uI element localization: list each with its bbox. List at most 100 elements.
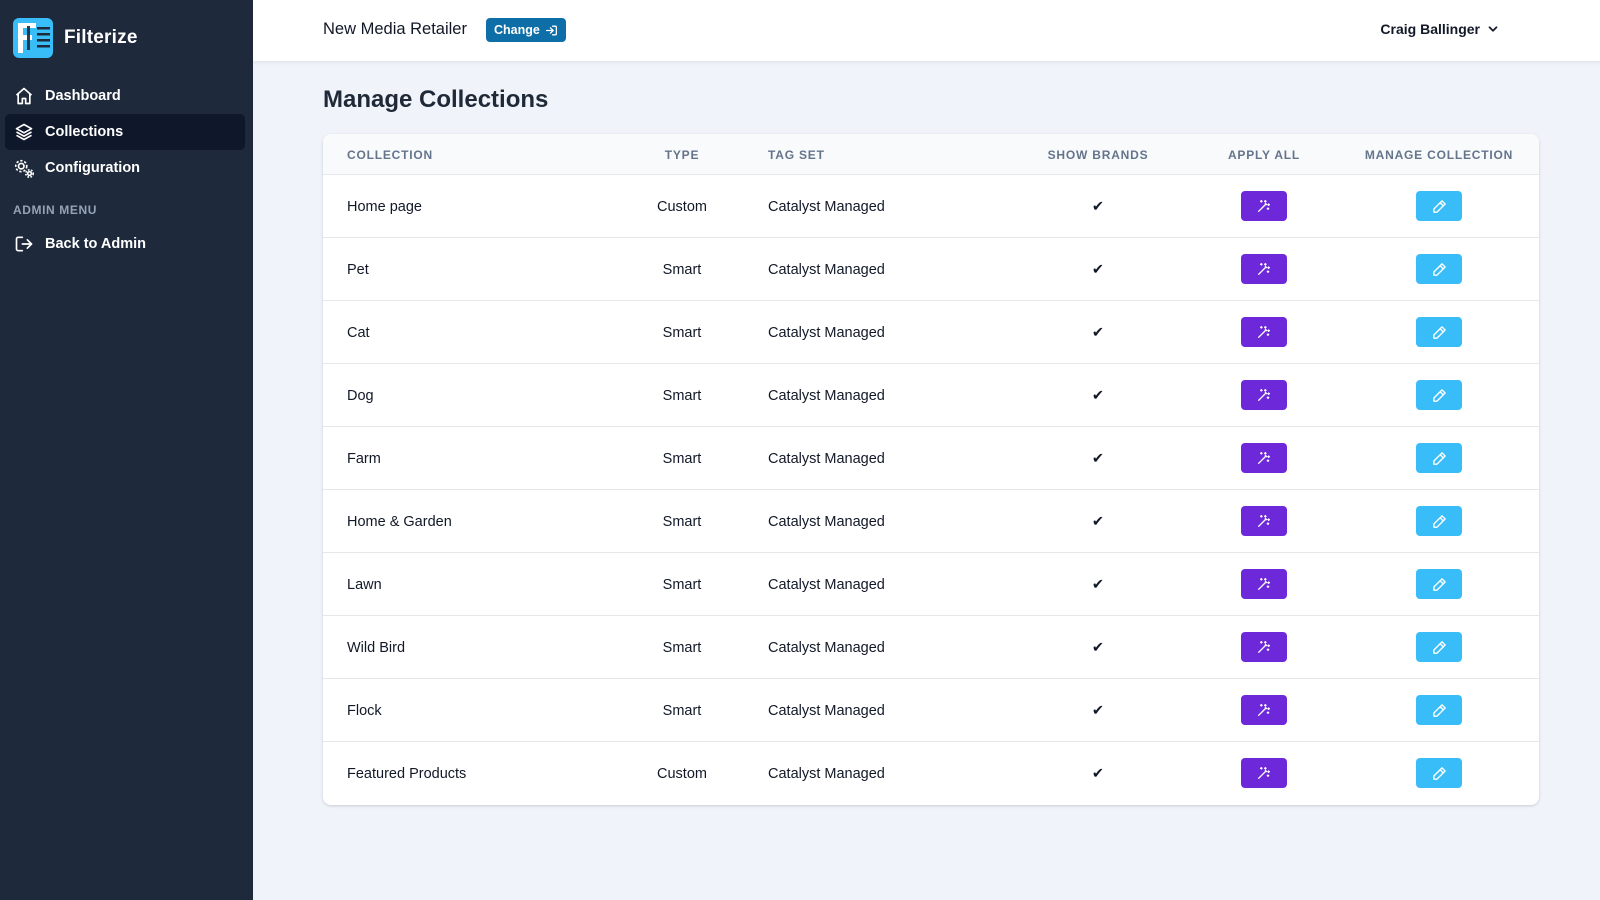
apply-all-button[interactable]	[1241, 317, 1287, 347]
pencil-icon	[1432, 640, 1446, 654]
sign-out-icon	[13, 233, 35, 255]
show-brands-check-icon: ✔	[1091, 639, 1105, 656]
manage-collection-button[interactable]	[1416, 695, 1462, 725]
column-header-manage-collection: MANAGE COLLECTION	[1364, 148, 1514, 162]
sidebar-item-dashboard[interactable]: Dashboard	[5, 78, 245, 114]
table-row: Lawn Smart Catalyst Managed ✔	[323, 553, 1539, 616]
user-name: Craig Ballinger	[1380, 21, 1480, 37]
collection-type: Custom	[657, 765, 707, 782]
apply-all-button[interactable]	[1241, 569, 1287, 599]
tag-set: Catalyst Managed	[768, 324, 885, 341]
sign-in-icon	[545, 25, 557, 35]
user-menu[interactable]: Craig Ballinger	[1380, 21, 1500, 37]
sidebar: Filterize Dashboard Collections Configur…	[0, 0, 253, 900]
pencil-icon	[1432, 703, 1446, 717]
chevron-down-icon	[1488, 26, 1498, 32]
cogs-icon	[13, 157, 35, 179]
pencil-icon	[1432, 199, 1446, 213]
collection-name: Home page	[347, 198, 422, 215]
show-brands-check-icon: ✔	[1091, 576, 1105, 593]
app-name: Filterize	[64, 27, 138, 48]
sidebar-item-label: Dashboard	[45, 88, 121, 104]
home-icon	[13, 85, 35, 107]
brand[interactable]: Filterize	[0, 0, 253, 76]
manage-collection-button[interactable]	[1416, 380, 1462, 410]
collection-name: Lawn	[347, 576, 382, 593]
manage-collection-button[interactable]	[1416, 443, 1462, 473]
apply-all-button[interactable]	[1241, 254, 1287, 284]
tag-set: Catalyst Managed	[768, 639, 885, 656]
collection-type: Custom	[657, 198, 707, 215]
apply-all-button[interactable]	[1241, 758, 1287, 788]
collections-table: COLLECTION TYPE TAG SET SHOW BRANDS APPL…	[323, 134, 1539, 805]
manage-collection-button[interactable]	[1416, 632, 1462, 662]
apply-all-button[interactable]	[1241, 632, 1287, 662]
sidebar-item-collections[interactable]: Collections	[5, 114, 245, 150]
show-brands-check-icon: ✔	[1091, 702, 1105, 719]
store-name: New Media Retailer	[323, 20, 467, 38]
tag-set: Catalyst Managed	[768, 198, 885, 215]
change-store-button[interactable]: Change	[486, 18, 566, 42]
magic-wand-icon	[1258, 704, 1270, 716]
table-row: Home page Custom Catalyst Managed ✔	[323, 175, 1539, 238]
collection-name: Farm	[347, 450, 381, 467]
column-header-apply-all: APPLY ALL	[1227, 148, 1301, 162]
collection-type: Smart	[662, 387, 702, 404]
admin-menu-heading: ADMIN MENU	[13, 203, 97, 217]
sidebar-item-back-to-admin[interactable]: Back to Admin	[5, 226, 245, 262]
table-row: Home & Garden Smart Catalyst Managed ✔	[323, 490, 1539, 553]
sidebar-item-label: Back to Admin	[45, 236, 146, 252]
manage-collection-button[interactable]	[1416, 191, 1462, 221]
collection-type: Smart	[662, 261, 702, 278]
magic-wand-icon	[1258, 641, 1270, 653]
pencil-icon	[1432, 451, 1446, 465]
collection-type: Smart	[662, 576, 702, 593]
tag-set: Catalyst Managed	[768, 450, 885, 467]
collection-name: Dog	[347, 387, 374, 404]
sidebar-item-label: Collections	[45, 124, 124, 140]
table-header: COLLECTION TYPE TAG SET SHOW BRANDS APPL…	[323, 134, 1539, 175]
change-button-label: Change	[494, 23, 540, 37]
table-row: Wild Bird Smart Catalyst Managed ✔	[323, 616, 1539, 679]
apply-all-button[interactable]	[1241, 191, 1287, 221]
table-body: Home page Custom Catalyst Managed ✔ Pet …	[323, 175, 1539, 805]
tag-set: Catalyst Managed	[768, 765, 885, 782]
manage-collection-button[interactable]	[1416, 569, 1462, 599]
collection-name: Flock	[347, 702, 382, 719]
apply-all-button[interactable]	[1241, 695, 1287, 725]
manage-collection-button[interactable]	[1416, 317, 1462, 347]
apply-all-button[interactable]	[1241, 443, 1287, 473]
tag-set: Catalyst Managed	[768, 702, 885, 719]
manage-collection-button[interactable]	[1416, 254, 1462, 284]
magic-wand-icon	[1258, 452, 1270, 464]
apply-all-button[interactable]	[1241, 380, 1287, 410]
manage-collection-button[interactable]	[1416, 506, 1462, 536]
collection-name: Featured Products	[347, 765, 467, 782]
pencil-icon	[1432, 325, 1446, 339]
page-title: Manage Collections	[323, 86, 549, 113]
collection-name: Wild Bird	[347, 639, 406, 656]
show-brands-check-icon: ✔	[1091, 387, 1105, 404]
table-row: Dog Smart Catalyst Managed ✔	[323, 364, 1539, 427]
magic-wand-icon	[1258, 767, 1270, 779]
collection-name: Pet	[347, 261, 369, 278]
pencil-icon	[1432, 514, 1446, 528]
filterize-logo-icon	[13, 18, 53, 58]
collection-type: Smart	[662, 513, 702, 530]
collection-type: Smart	[662, 702, 702, 719]
manage-collection-button[interactable]	[1416, 758, 1462, 788]
show-brands-check-icon: ✔	[1091, 198, 1105, 215]
collection-name: Cat	[347, 324, 370, 341]
pencil-icon	[1432, 262, 1446, 276]
show-brands-check-icon: ✔	[1091, 513, 1105, 530]
sidebar-item-configuration[interactable]: Configuration	[5, 150, 245, 186]
tag-set: Catalyst Managed	[768, 387, 885, 404]
column-header-tag-set: TAG SET	[768, 148, 825, 162]
table-row: Cat Smart Catalyst Managed ✔	[323, 301, 1539, 364]
tag-set: Catalyst Managed	[768, 513, 885, 530]
pencil-icon	[1432, 766, 1446, 780]
collection-type: Smart	[662, 450, 702, 467]
tag-set: Catalyst Managed	[768, 576, 885, 593]
column-header-show-brands: SHOW BRANDS	[1047, 148, 1149, 162]
apply-all-button[interactable]	[1241, 506, 1287, 536]
